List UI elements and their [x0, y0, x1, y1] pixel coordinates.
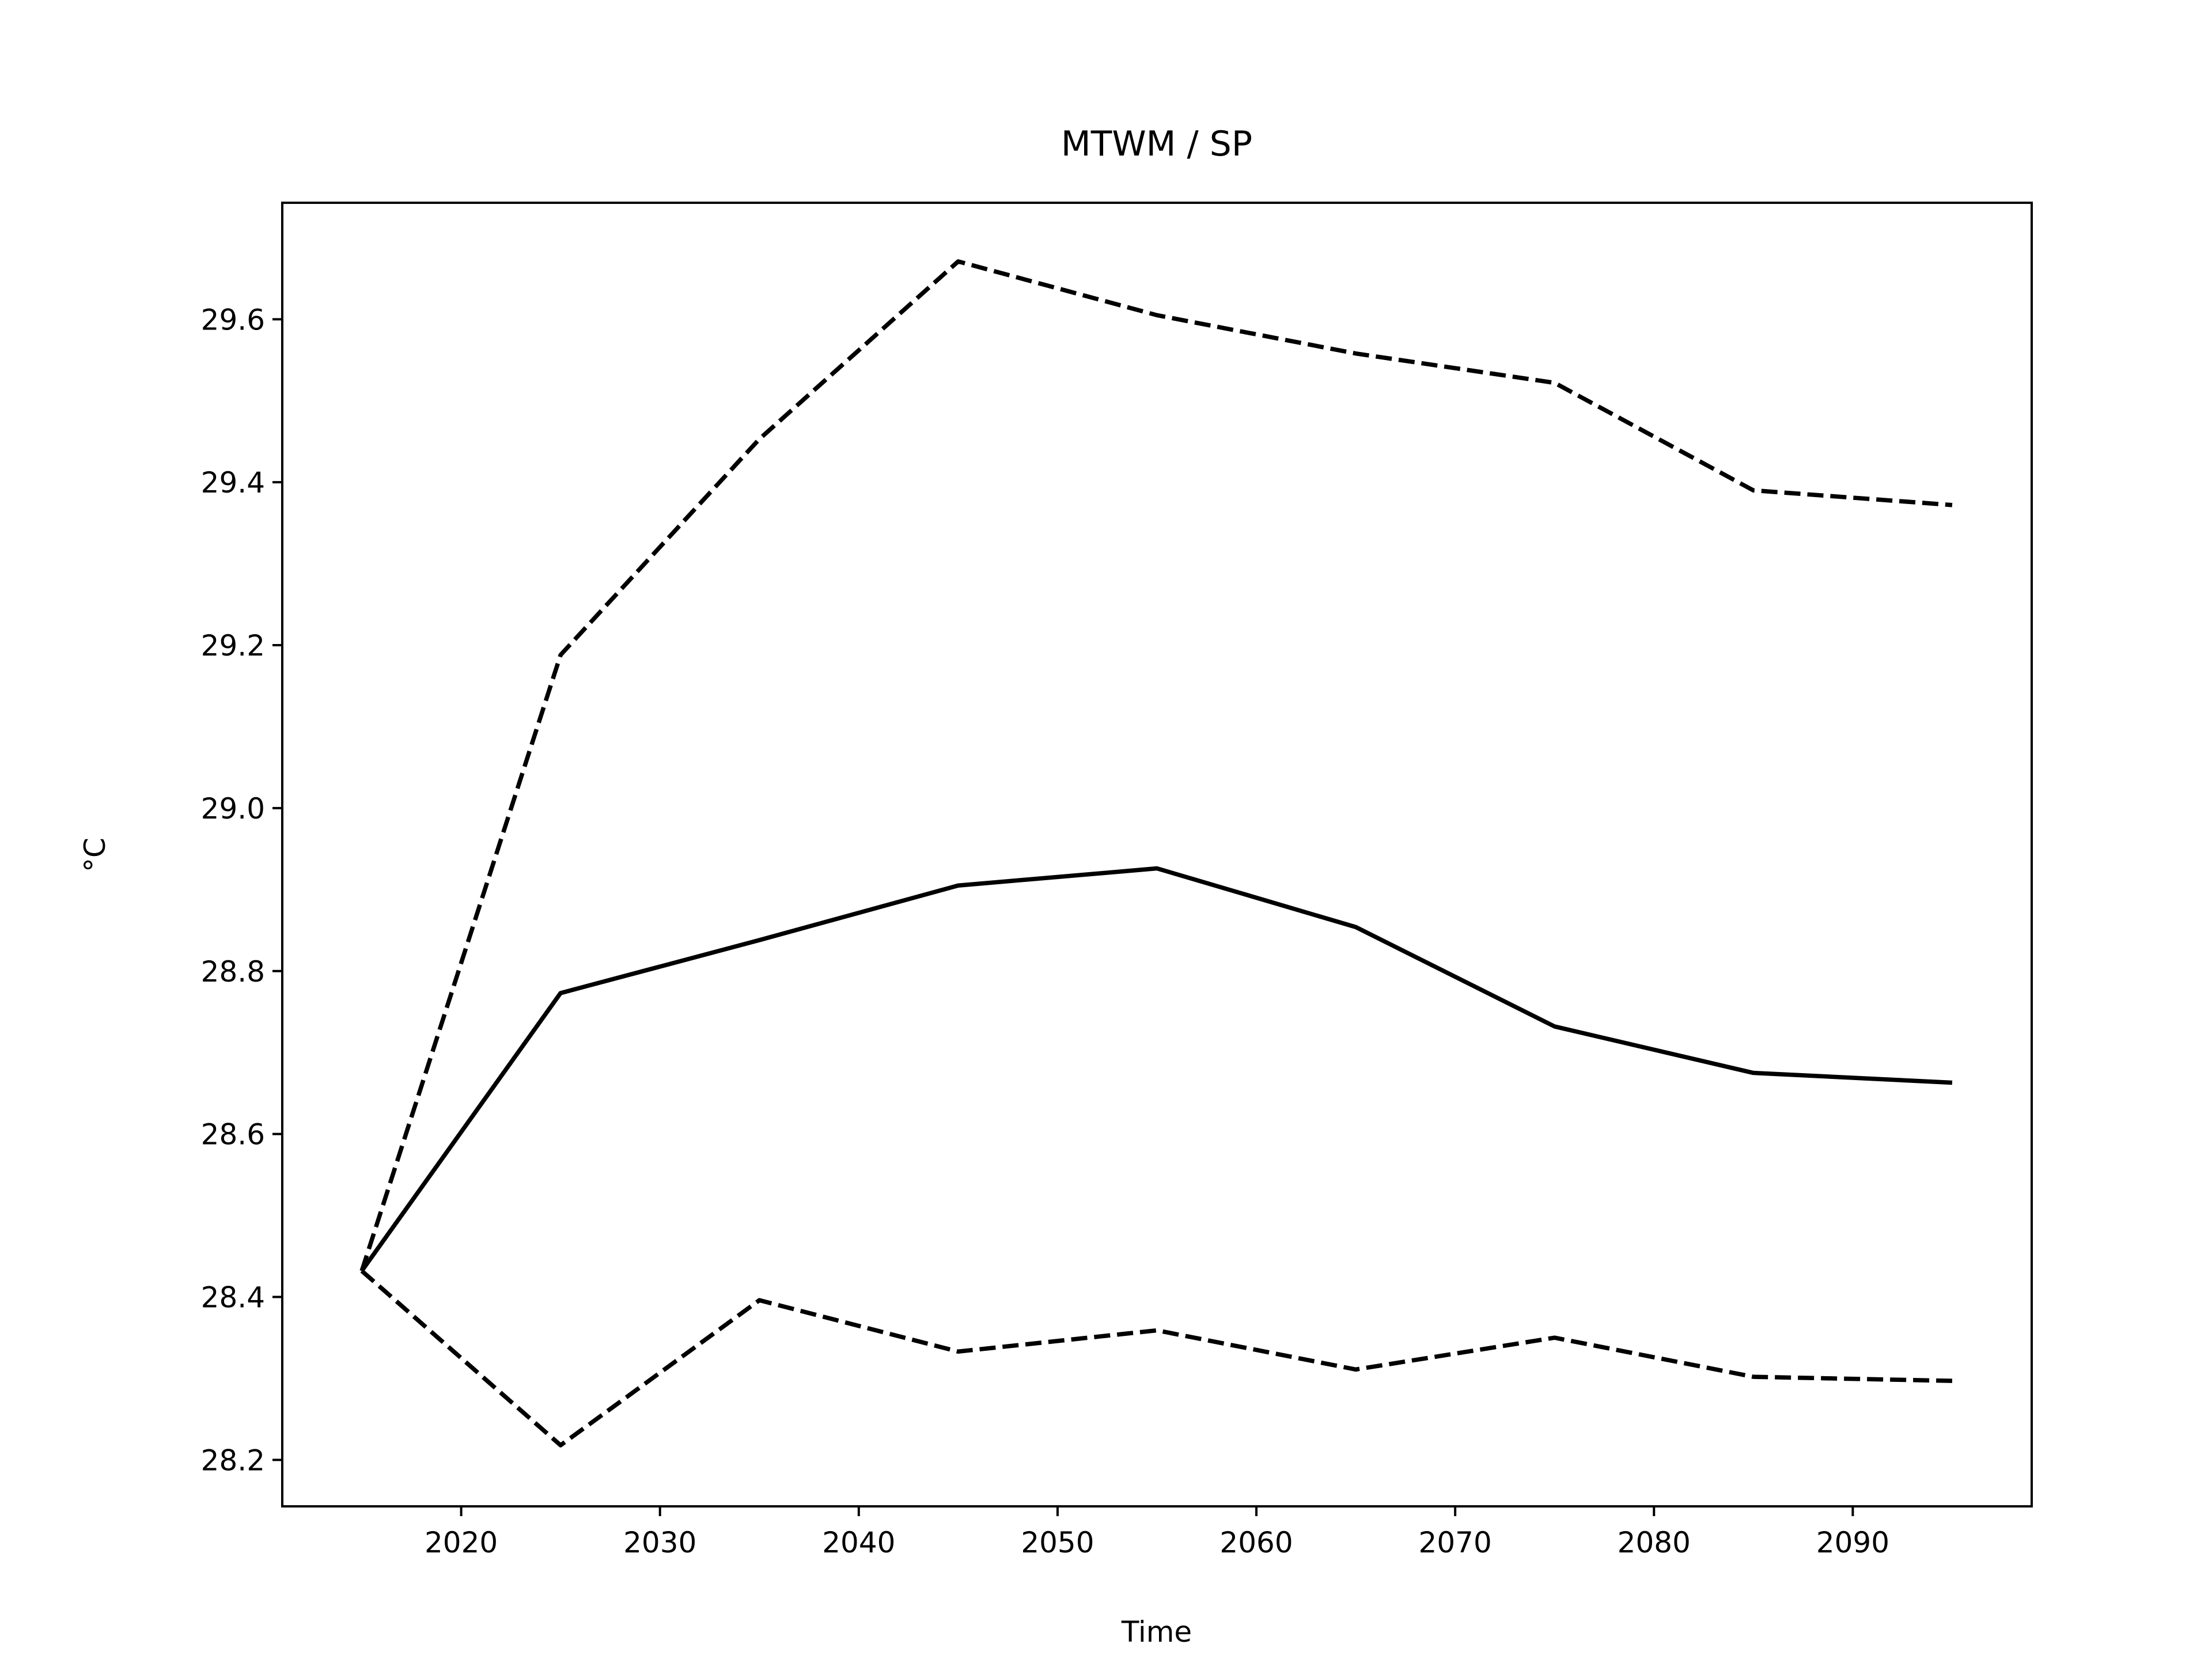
y-tick-label: 28.4 [201, 1281, 265, 1315]
y-tick-label: 29.0 [201, 792, 265, 825]
y-tick-label: 28.6 [201, 1118, 265, 1152]
x-tick-label: 2040 [822, 1526, 895, 1559]
x-tick-label: 2060 [1219, 1526, 1293, 1559]
series-line [359, 866, 1953, 1272]
x-axis-label: Time [1121, 1615, 1192, 1649]
y-tick-label: 28.8 [201, 955, 265, 988]
x-tick-label: 2030 [623, 1526, 696, 1559]
series-line [359, 259, 1953, 1272]
y-tick-label: 29.2 [201, 629, 265, 662]
x-tick-label: 2050 [1021, 1526, 1094, 1559]
y-axis-label: °C [78, 838, 112, 872]
x-tick-label: 2090 [1816, 1526, 1889, 1559]
y-tick-label: 28.2 [201, 1444, 265, 1477]
y-tick-label: 29.4 [201, 466, 265, 499]
x-tick-label: 2020 [425, 1526, 498, 1559]
y-tick-label: 29.6 [201, 303, 265, 336]
series-line [360, 1269, 1953, 1448]
x-tick-label: 2080 [1618, 1526, 1691, 1559]
x-tick-label: 2070 [1419, 1526, 1492, 1559]
plot-frame [281, 202, 2033, 1508]
chart-title: MTWM / SP [1061, 124, 1252, 164]
